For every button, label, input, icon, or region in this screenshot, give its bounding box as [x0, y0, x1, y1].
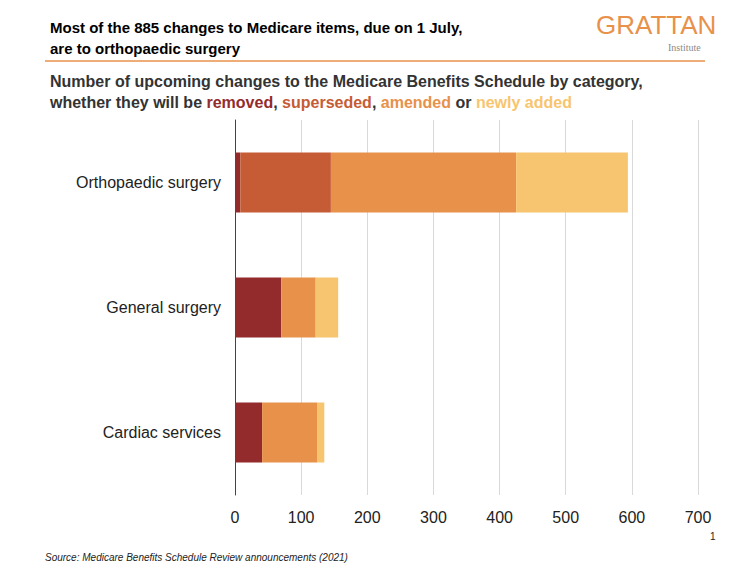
svg-text:100: 100: [288, 509, 315, 526]
svg-text:700: 700: [685, 509, 712, 526]
svg-text:Cardiac services: Cardiac services: [103, 424, 221, 441]
svg-text:200: 200: [354, 509, 381, 526]
svg-text:GRATTAN: GRATTAN: [596, 10, 716, 40]
svg-text:,: ,: [372, 94, 381, 111]
svg-text:superseded: superseded: [282, 94, 372, 111]
svg-text:1: 1: [710, 531, 716, 542]
svg-text:Number of upcoming changes to: Number of upcoming changes to the Medica…: [50, 73, 643, 90]
svg-text:newly added: newly added: [476, 94, 572, 111]
svg-text:0: 0: [231, 509, 240, 526]
svg-text:Orthopaedic surgery: Orthopaedic surgery: [76, 174, 221, 191]
svg-text:Most of the 885 changes to Med: Most of the 885 changes to Medicare item…: [50, 19, 462, 36]
svg-text:600: 600: [619, 509, 646, 526]
svg-text:500: 500: [552, 509, 579, 526]
svg-text:Source: Medicare Benefits Sche: Source: Medicare Benefits Schedule Revie…: [45, 552, 348, 563]
svg-text:removed: removed: [206, 94, 273, 111]
svg-text:amended: amended: [381, 94, 451, 111]
svg-text:400: 400: [486, 509, 513, 526]
svg-text:,: ,: [273, 94, 282, 111]
svg-text:or: or: [451, 94, 476, 111]
svg-text:whether they will be: whether they will be: [49, 94, 206, 111]
svg-text:Institute: Institute: [668, 42, 701, 53]
svg-text:300: 300: [420, 509, 447, 526]
svg-text:are to orthopaedic surgery: are to orthopaedic surgery: [50, 40, 241, 57]
svg-text:General surgery: General surgery: [106, 299, 221, 316]
